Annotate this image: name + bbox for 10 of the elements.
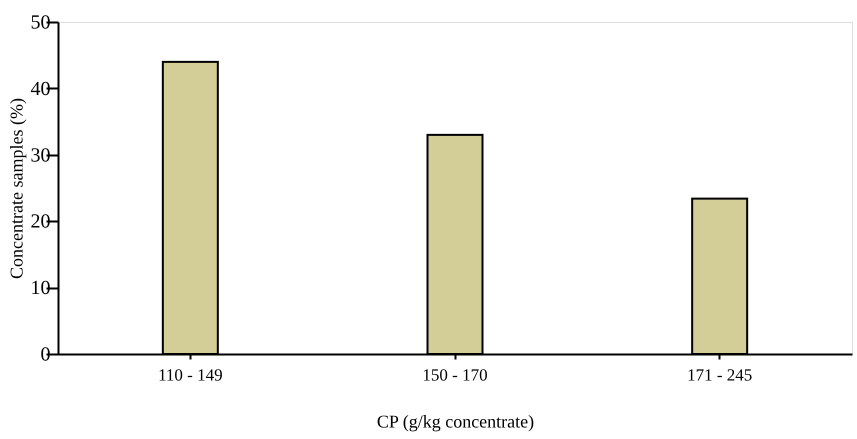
x-axis-title: CP (g/kg concentrate)	[376, 412, 534, 432]
y-tick-label: 10	[30, 277, 50, 300]
y-tick-label: 40	[30, 78, 50, 100]
y-tick-label: 50	[30, 12, 50, 34]
y-axis-title: Concentrate samples (%)	[6, 98, 26, 279]
y-tick-label: 20	[30, 210, 50, 233]
y-tick-label: 30	[30, 144, 50, 166]
x-tick-label: 171 - 245	[687, 366, 752, 384]
x-tick-label: 150 - 170	[422, 366, 488, 384]
x-tick-label: 110 - 149	[158, 366, 223, 384]
